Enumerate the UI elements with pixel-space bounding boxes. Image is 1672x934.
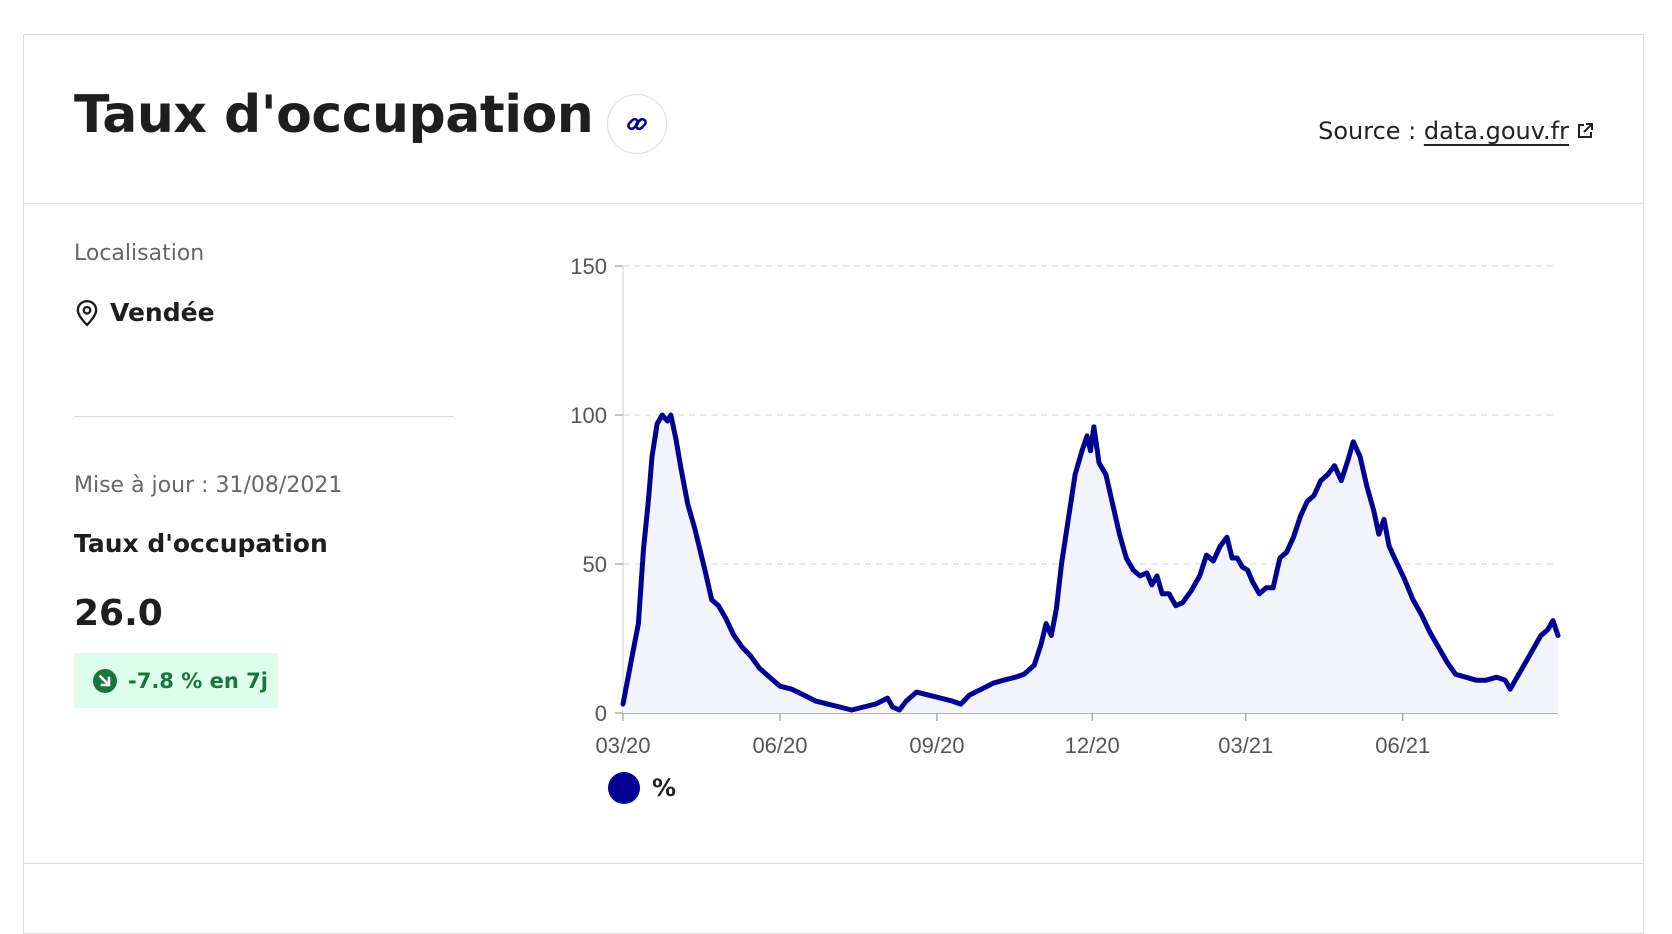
divider <box>74 416 454 417</box>
card-header: Taux d'occupation Source : data.gouv.fr <box>24 35 1643 204</box>
link-icon <box>627 117 647 131</box>
page-title: Taux d'occupation <box>74 85 594 145</box>
map-pin-icon <box>76 299 98 326</box>
update-date: Mise à jour : 31/08/2021 <box>74 473 343 498</box>
copy-link-button[interactable] <box>607 94 667 154</box>
location-name: Vendée <box>110 298 215 327</box>
legend-swatch <box>608 772 640 804</box>
kpi-value: 26.0 <box>74 593 163 634</box>
source-link-text: data.gouv.fr <box>1423 117 1569 145</box>
source-link[interactable]: data.gouv.fr <box>1424 117 1595 145</box>
source: Source : data.gouv.fr <box>1318 117 1595 145</box>
location: Vendée <box>74 298 215 327</box>
legend-label: % <box>652 774 677 802</box>
arrow-down-right-icon <box>93 668 117 693</box>
source-label: Source : <box>1318 117 1417 145</box>
kpi-title: Taux d'occupation <box>74 529 328 558</box>
location-label: Localisation <box>74 241 205 266</box>
bottom-divider <box>23 863 1644 864</box>
trend-badge: -7.8 % en 7j <box>74 653 278 708</box>
indicator-card: Taux d'occupation Source : data.gouv.fr … <box>23 34 1644 934</box>
external-link-icon <box>1578 123 1593 138</box>
chart-legend: % <box>608 772 676 804</box>
trend-text: -7.8 % en 7j <box>128 668 268 693</box>
